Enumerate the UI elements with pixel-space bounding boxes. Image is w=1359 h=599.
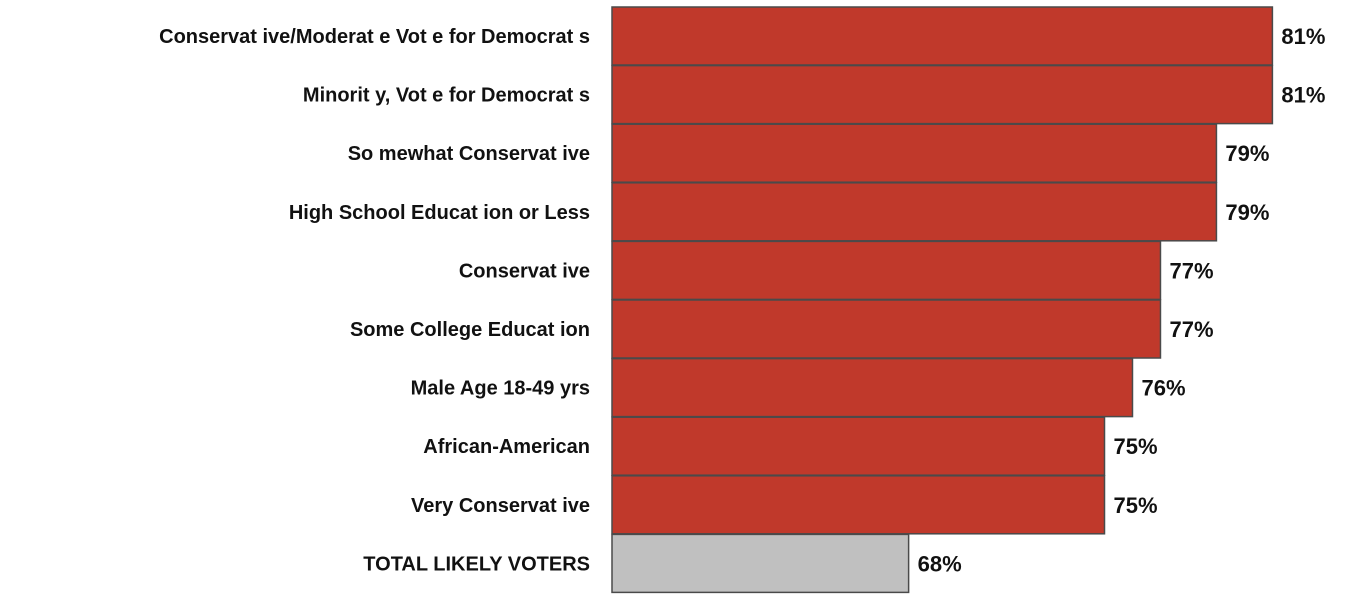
category-label: So mewhat Conservat ive	[348, 143, 590, 165]
bar	[611, 64, 1274, 125]
value-label: 79%	[1225, 141, 1269, 166]
category-label: Some College Educat ion	[350, 319, 590, 341]
category-label: Conservat ive/Moderat e Vot e for Democr…	[159, 26, 590, 48]
bar	[611, 240, 1162, 301]
value-label: 81%	[1281, 24, 1325, 49]
value-label: 68%	[918, 551, 962, 576]
value-label: 77%	[1169, 258, 1213, 283]
value-label: 81%	[1281, 83, 1325, 108]
category-label: African-American	[423, 436, 590, 458]
bar	[611, 533, 910, 594]
bar	[611, 357, 1134, 418]
value-label: 79%	[1225, 200, 1269, 225]
bar	[611, 182, 1218, 242]
category-label: Minorit y, Vot e for Democrat s	[303, 85, 590, 107]
value-label: 75%	[1114, 434, 1158, 459]
value-label: 75%	[1114, 493, 1158, 518]
category-label: Conservat ive	[459, 260, 590, 282]
value-label: 77%	[1169, 317, 1213, 342]
bar	[611, 475, 1106, 535]
category-label: High School Educat ion or Less	[289, 202, 590, 224]
category-label: Male Age 18-49 yrs	[411, 378, 590, 400]
value-label: 76%	[1141, 376, 1185, 401]
bar	[611, 6, 1274, 66]
category-label: TOTAL LIKELY VOTERS	[363, 553, 590, 575]
category-label: Very Conservat ive	[411, 495, 590, 517]
bar	[611, 416, 1106, 476]
bar	[611, 299, 1162, 359]
bar	[611, 123, 1218, 183]
